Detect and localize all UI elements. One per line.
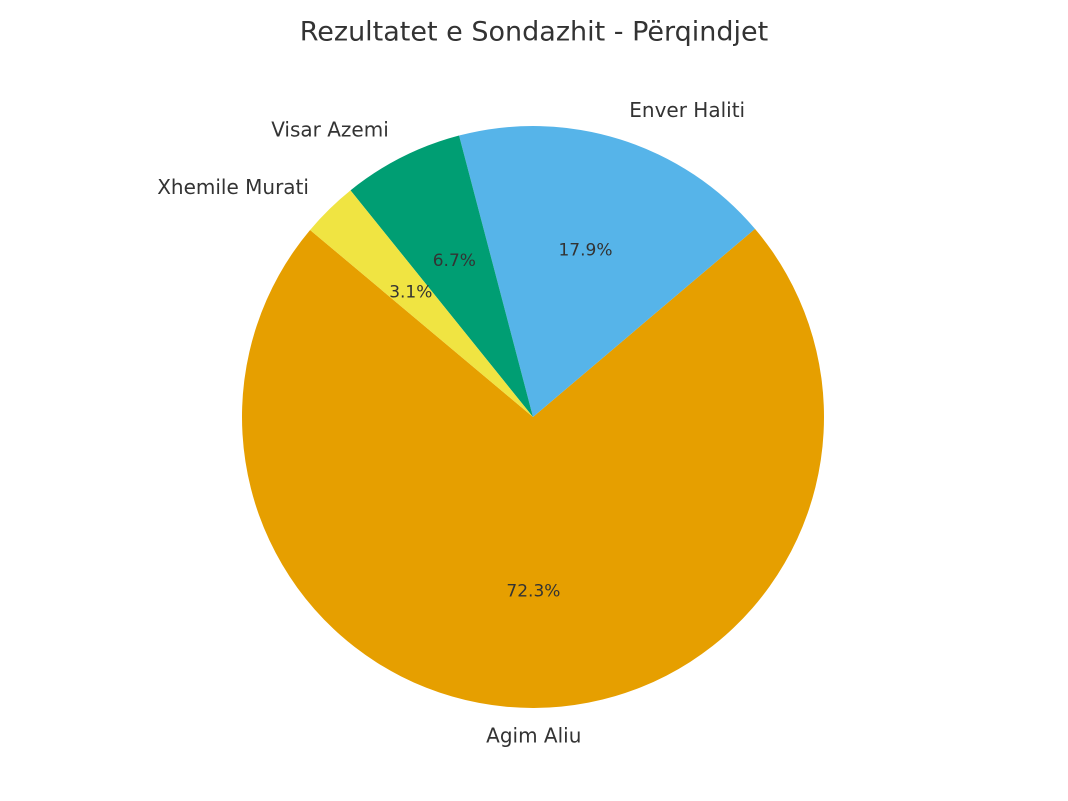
percent-label: 6.7% bbox=[433, 251, 476, 271]
percent-label: 72.3% bbox=[506, 582, 560, 602]
pie-slice bbox=[310, 190, 533, 417]
slice-label: Xhemile Murati bbox=[157, 175, 309, 199]
slice-label: Agim Aliu bbox=[486, 724, 581, 748]
slice-label: Visar Azemi bbox=[271, 118, 389, 142]
chart-title: Rezultatet e Sondazhit - Përqindjet bbox=[300, 17, 769, 48]
pie-slice bbox=[459, 126, 756, 418]
percent-label: 17.9% bbox=[558, 240, 612, 260]
slice-label: Enver Haliti bbox=[629, 98, 745, 122]
percent-label: 3.1% bbox=[389, 282, 432, 302]
pie-slice bbox=[350, 135, 533, 417]
pie-slice bbox=[242, 228, 825, 708]
